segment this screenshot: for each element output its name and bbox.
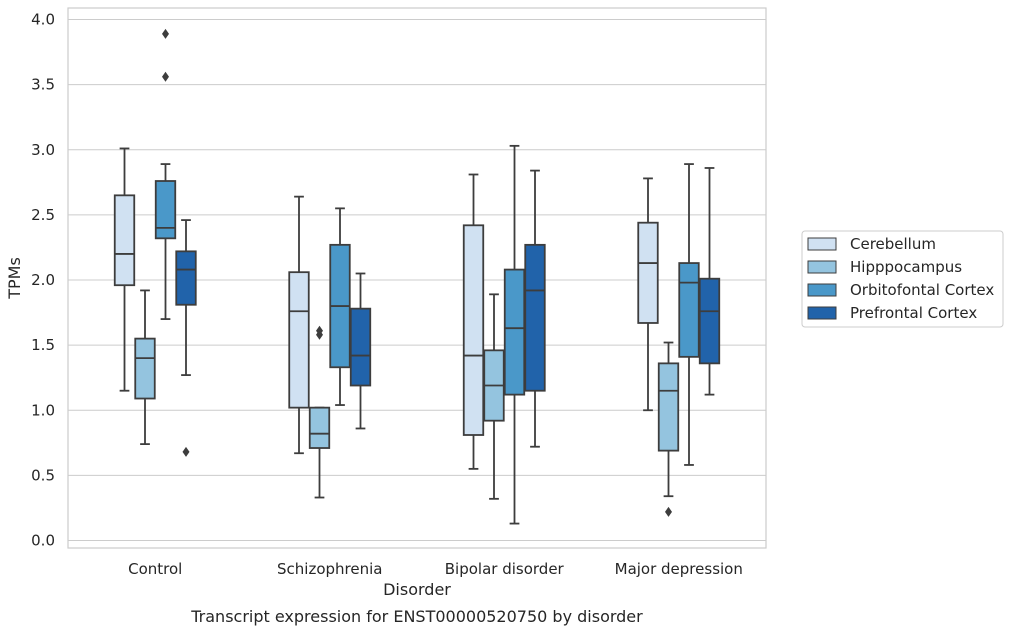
chart-caption: Transcript expression for ENST0000052075…: [190, 607, 643, 626]
gridlines: [68, 19, 766, 541]
box-item: [657, 341, 680, 517]
outlier-point: [182, 446, 190, 457]
x-tick-label: Schizophrenia: [277, 560, 382, 578]
y-tick-label: 3.5: [31, 76, 55, 94]
box-iqr: [657, 362, 680, 452]
box-item: [678, 163, 700, 466]
y-tick-label: 4.0: [31, 11, 55, 29]
y-tick-label: 0.5: [31, 466, 55, 484]
box-item: [134, 289, 156, 446]
box-iqr: [288, 271, 310, 409]
box-item: [175, 219, 197, 457]
box-iqr: [462, 224, 485, 436]
legend-frame: [801, 230, 1004, 328]
box-iqr: [134, 337, 156, 400]
series-hipppocampus: [134, 289, 680, 517]
legend-swatch: [807, 283, 837, 297]
y-tick-label: 3.0: [31, 141, 55, 159]
y-tick-label: 0.0: [31, 532, 55, 550]
box-item: [483, 293, 505, 500]
y-tick-label: 1.0: [31, 401, 55, 419]
legend-label: Cerebellum: [850, 235, 936, 253]
y-axis-ticks: 0.0 0.5 1.0 1.5 2.0 2.5 3.0 3.5 4.0: [31, 11, 55, 550]
box-iqr: [308, 406, 331, 449]
series-prefrontal-cortex: [175, 167, 721, 457]
y-tick-label: 2.5: [31, 206, 55, 224]
box-item: [524, 169, 546, 448]
box-iqr: [678, 262, 700, 358]
box-iqr: [175, 250, 197, 306]
legend-label: Prefrontal Cortex: [850, 304, 977, 322]
outlier-point: [162, 71, 169, 82]
box-iqr: [503, 268, 526, 396]
box-item: [329, 207, 351, 406]
legend-label: Orbitofontal Cortex: [850, 281, 994, 299]
outlier-point: [162, 28, 169, 39]
box-iqr: [113, 194, 136, 287]
box-item: [288, 195, 310, 455]
legend-label: Hipppocampus: [850, 258, 962, 276]
box-series: [113, 28, 721, 525]
box-iqr: [349, 307, 372, 387]
box-item: [503, 144, 526, 525]
box-item: [154, 28, 177, 320]
box-item: [308, 325, 331, 499]
box-iqr: [637, 221, 659, 324]
series-orbitofontal-cortex: [154, 28, 700, 525]
x-tick-label: Major depression: [615, 560, 743, 578]
box-item: [113, 147, 136, 392]
y-tick-label: 2.0: [31, 271, 55, 289]
x-tick-label: Bipolar disorder: [445, 560, 565, 578]
box-item: [462, 173, 485, 470]
legend: Cerebellum Hipppocampus Orbitofontal Corte…: [801, 230, 1004, 328]
series-cerebellum: [113, 147, 659, 470]
legend-swatch: [807, 237, 837, 251]
legend-swatch: [807, 306, 837, 320]
box-iqr: [154, 180, 177, 240]
box-item: [637, 177, 659, 412]
outlier-point: [316, 325, 323, 336]
x-axis-title: Disorder: [383, 580, 451, 599]
y-tick-label: 1.5: [31, 336, 55, 354]
x-tick-label: Control: [128, 560, 182, 578]
x-axis-ticks: Control Schizophrenia Bipolar disorder Majo…: [128, 560, 743, 578]
plot-area-frame: [67, 7, 767, 549]
box-item: [698, 167, 721, 396]
outlier-point: [665, 506, 672, 517]
box-item: [349, 272, 372, 430]
y-axis-title: TPMs: [5, 257, 24, 300]
box-iqr: [698, 277, 721, 365]
box-iqr: [524, 243, 546, 392]
legend-swatch: [807, 260, 837, 274]
